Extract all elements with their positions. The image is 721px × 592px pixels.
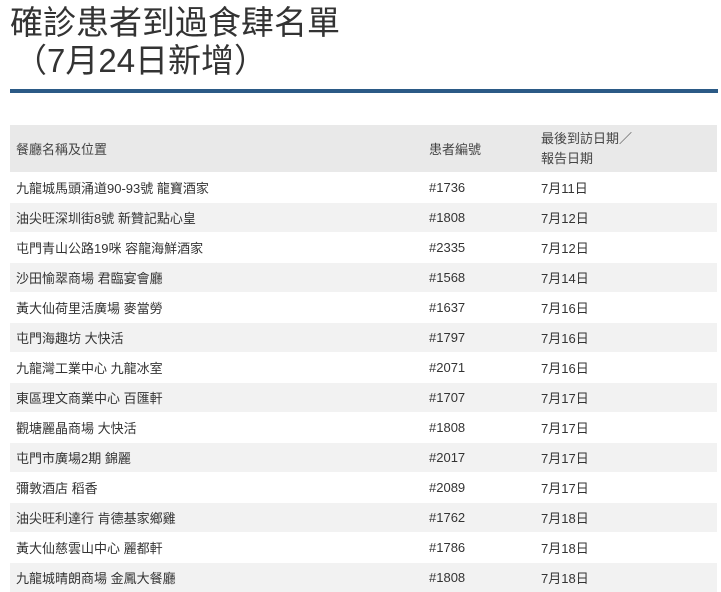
table-cell: 九龍城晴朗商場 金鳳大餐廳	[10, 563, 423, 592]
table-cell: 彌敦酒店 稻香	[10, 473, 423, 503]
table-cell: 7月14日	[535, 263, 717, 293]
column-header: 患者編號	[423, 125, 535, 173]
title-line: （7月24日新增）	[10, 42, 340, 80]
table-cell: 黃大仙慈雲山中心 麗都軒	[10, 533, 423, 563]
table-header: 餐廳名稱及位置 患者編號 最後到訪日期／報告日期	[10, 125, 717, 173]
table-cell: 7月16日	[535, 323, 717, 353]
divider	[10, 89, 718, 93]
table-cell: #1568	[423, 263, 535, 293]
table-cell: #1736	[423, 173, 535, 203]
table-cell: #1808	[423, 563, 535, 592]
table-cell: 7月12日	[535, 233, 717, 263]
table-cell: #2071	[423, 353, 535, 383]
table-cell: #1808	[423, 203, 535, 233]
table-cell: 7月12日	[535, 203, 717, 233]
table-cell: #1808	[423, 413, 535, 443]
table-cell: #1797	[423, 323, 535, 353]
header-row: 餐廳名稱及位置 患者編號 最後到訪日期／報告日期	[10, 125, 717, 173]
table-cell: 東區理文商業中心 百匯軒	[10, 383, 423, 413]
table-cell: 屯門海趣坊 大快活	[10, 323, 423, 353]
table-cell: #1762	[423, 503, 535, 533]
table-cell: 觀塘麗晶商場 大快活	[10, 413, 423, 443]
table-cell: #1707	[423, 383, 535, 413]
table-cell: 油尖旺深圳街8號 新贊記點心皇	[10, 203, 423, 233]
column-header-text: 最後到訪日期／報告日期	[541, 129, 637, 169]
table: 餐廳名稱及位置 患者編號 最後到訪日期／報告日期 九龍城馬頭涌道90-93號 龍…	[10, 125, 717, 592]
column-header: 餐廳名稱及位置	[10, 125, 423, 173]
table-cell: 7月18日	[535, 563, 717, 592]
table-cell: #1637	[423, 293, 535, 323]
table-cell: #2089	[423, 473, 535, 503]
table-cell: 7月17日	[535, 383, 717, 413]
table-cell: 7月18日	[535, 503, 717, 533]
table-cell: 7月18日	[535, 533, 717, 563]
table-cell: 油尖旺利達行 肯德基家鄉雞	[10, 503, 423, 533]
table-cell: #2017	[423, 443, 535, 473]
table-cell: 7月17日	[535, 473, 717, 503]
title-line: 確診患者到過食肆名單	[10, 4, 340, 42]
table-cell: 7月11日	[535, 173, 717, 203]
table-cell: 7月16日	[535, 293, 717, 323]
table-cell: 屯門青山公路19咪 容龍海鮮酒家	[10, 233, 423, 263]
table-cell: 黃大仙荷里活廣場 麥當勞	[10, 293, 423, 323]
table-cell: 九龍灣工業中心 九龍冰室	[10, 353, 423, 383]
table-cell: #2335	[423, 233, 535, 263]
table-cell: #1786	[423, 533, 535, 563]
table-cell: 7月17日	[535, 443, 717, 473]
table-cell: 九龍城馬頭涌道90-93號 龍寶酒家	[10, 173, 423, 203]
title: 確診患者到過食肆名單 （7月24日新增）	[10, 4, 340, 80]
table-cell: 7月16日	[535, 353, 717, 383]
table-cell: 屯門市廣場2期 錦麗	[10, 443, 423, 473]
table-cell: 沙田愉翠商場 君臨宴會廳	[10, 263, 423, 293]
table-cell: 7月17日	[535, 413, 717, 443]
column-header: 最後到訪日期／報告日期	[535, 125, 717, 173]
